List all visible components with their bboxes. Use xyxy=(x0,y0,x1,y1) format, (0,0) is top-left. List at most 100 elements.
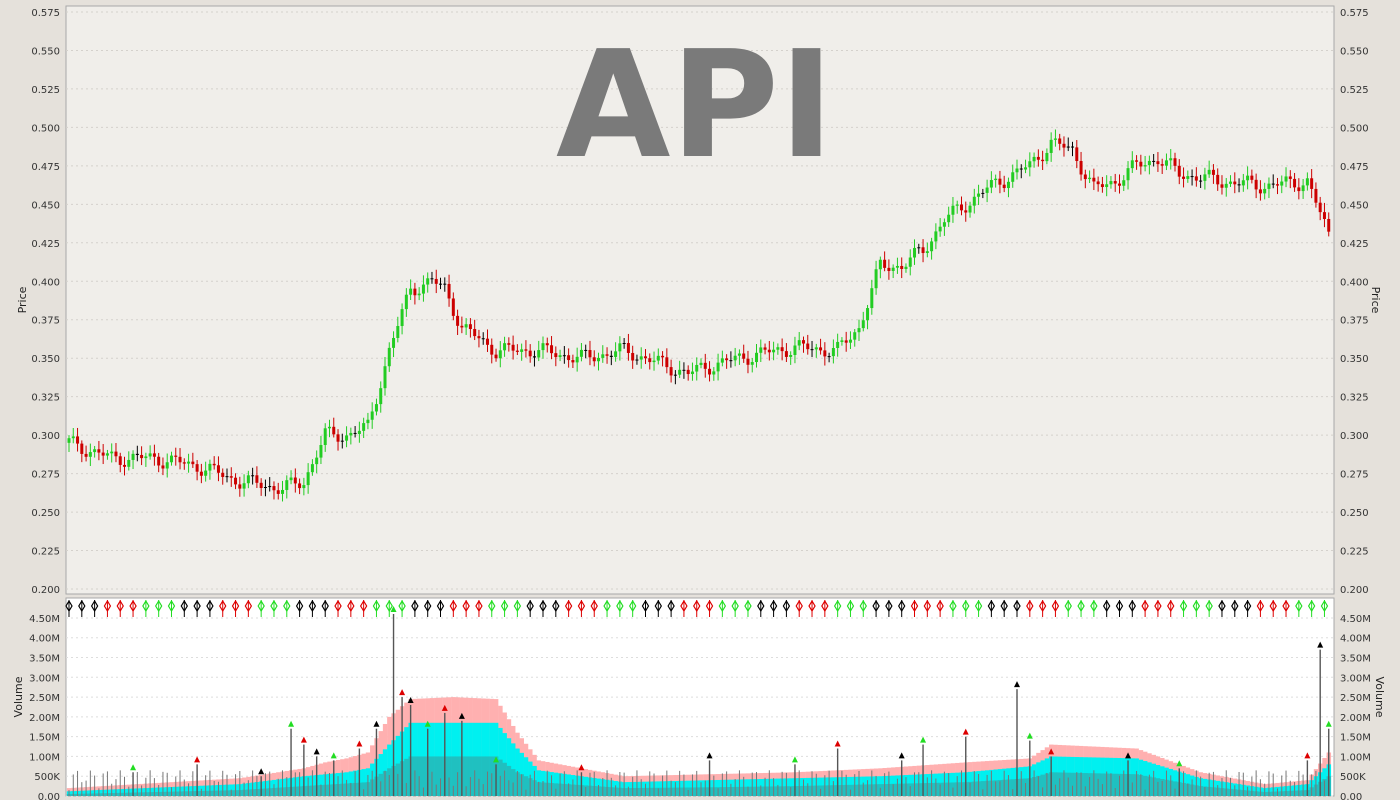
price-candle xyxy=(904,266,908,269)
volume-band-band-lower xyxy=(464,756,469,796)
price-candle xyxy=(242,483,246,489)
price-candle xyxy=(464,324,468,328)
volume-band-band-lower xyxy=(438,756,443,796)
price-candle xyxy=(417,293,421,296)
price-candle xyxy=(1058,138,1062,144)
price-candle xyxy=(989,180,993,188)
price-candle xyxy=(716,362,720,372)
price-candle xyxy=(541,343,545,351)
price-candle xyxy=(806,343,810,350)
price-candle xyxy=(212,463,216,466)
volume-marker xyxy=(258,768,265,775)
price-candle xyxy=(661,355,665,358)
price-candle xyxy=(259,482,263,489)
volume-band-band-lower xyxy=(481,756,486,796)
price-candle xyxy=(1263,188,1267,194)
price-candle xyxy=(370,411,374,420)
price-candle xyxy=(421,284,425,294)
price-candle xyxy=(157,456,161,466)
price-candle xyxy=(699,362,703,365)
price-candle xyxy=(340,440,344,442)
price-candle xyxy=(874,269,878,289)
price-candle xyxy=(1207,169,1211,175)
price-axis-label-left: Price xyxy=(16,286,29,313)
volume-tick-label-right: 4.50M xyxy=(1340,614,1371,625)
price-candle xyxy=(80,443,84,454)
price-tick-label-right: 0.450 xyxy=(1340,200,1369,211)
price-candle xyxy=(1117,183,1121,186)
volume-tick-label-left: 500K xyxy=(34,772,60,783)
price-candle xyxy=(917,247,921,249)
price-candle xyxy=(503,343,507,351)
price-candle xyxy=(199,471,203,476)
price-candle xyxy=(332,426,336,435)
price-tick-label-left: 0.525 xyxy=(31,85,60,96)
volume-tick-label-left: 2.50M xyxy=(29,693,60,704)
price-tick-label-left: 0.400 xyxy=(31,277,60,288)
price-candle xyxy=(511,344,515,351)
price-candle xyxy=(767,349,771,353)
price-candle xyxy=(1066,146,1070,148)
price-candle xyxy=(404,294,408,310)
price-candle xyxy=(682,369,686,371)
price-candle xyxy=(1241,180,1245,186)
price-candle xyxy=(1224,183,1228,188)
price-candle xyxy=(1096,181,1100,185)
volume-tick-label-right: 2.50M xyxy=(1340,693,1371,704)
price-candle xyxy=(639,356,643,360)
price-candle xyxy=(396,326,400,338)
price-candle xyxy=(383,366,387,389)
price-tick-label-left: 0.475 xyxy=(31,162,60,173)
volume-band-band-lower xyxy=(468,756,473,796)
price-candle xyxy=(878,259,882,270)
volume-marker xyxy=(330,752,337,759)
volume-marker xyxy=(578,764,585,771)
price-candle xyxy=(1271,183,1275,185)
price-candle xyxy=(1139,161,1143,167)
price-candle xyxy=(1322,212,1326,219)
price-candle xyxy=(490,344,494,355)
price-candle xyxy=(571,360,575,363)
price-candle xyxy=(592,357,596,362)
volume-marker xyxy=(441,704,448,711)
price-candle xyxy=(473,329,477,337)
price-candle xyxy=(345,435,349,441)
volume-tick-label-left: 3.00M xyxy=(29,673,60,684)
price-candle xyxy=(588,350,592,358)
chart-title: API xyxy=(556,19,834,191)
price-tick-label-left: 0.225 xyxy=(31,547,60,558)
price-candle xyxy=(558,355,562,358)
price-candle xyxy=(195,464,199,472)
price-candle xyxy=(315,457,319,465)
price-candle xyxy=(1079,161,1083,175)
price-candle xyxy=(1130,160,1134,169)
price-tick-label-left: 0.450 xyxy=(31,200,60,211)
volume-band-band-lower xyxy=(361,782,366,796)
volume-band-band-lower xyxy=(1053,772,1058,796)
price-candle xyxy=(353,432,357,434)
price-candle xyxy=(656,355,660,361)
price-candle xyxy=(746,358,750,365)
price-candle xyxy=(323,428,327,446)
volume-marker xyxy=(356,740,363,747)
price-candle xyxy=(742,353,746,359)
volume-band-band-lower xyxy=(1040,774,1045,796)
price-candle xyxy=(349,432,353,436)
price-candle xyxy=(643,356,647,359)
price-candle xyxy=(1164,160,1168,166)
price-candle xyxy=(635,359,639,361)
volume-band-band-lower xyxy=(980,781,986,796)
price-candle xyxy=(537,350,541,358)
price-candle xyxy=(601,354,605,358)
price-candle xyxy=(114,451,118,457)
price-candle xyxy=(853,332,857,340)
price-candle xyxy=(866,308,870,321)
price-candle xyxy=(776,347,780,350)
price-candle xyxy=(302,485,306,489)
price-candle xyxy=(562,355,566,357)
price-candle xyxy=(392,337,396,348)
volume-tick-label-right: 2.00M xyxy=(1340,713,1371,724)
price-tick-label-left: 0.325 xyxy=(31,393,60,404)
price-candle xyxy=(1032,156,1036,162)
price-candle xyxy=(191,461,195,465)
